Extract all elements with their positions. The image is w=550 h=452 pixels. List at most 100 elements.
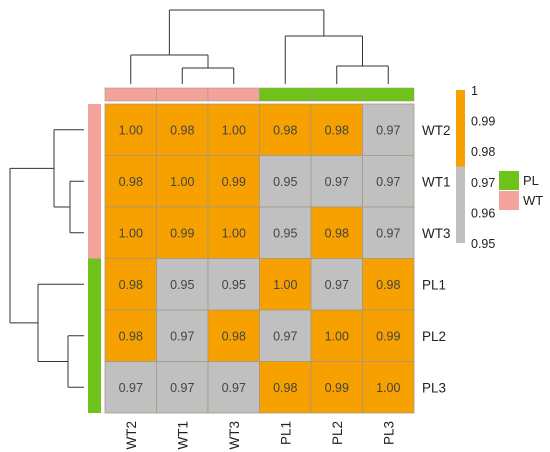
cell-value-label: 0.97 [376, 123, 400, 137]
row-label: WT3 [422, 226, 451, 241]
color-scale-tick-label: 0.98 [471, 145, 495, 159]
cell-value-label: 0.98 [376, 278, 400, 292]
heatmap-cell [259, 258, 312, 311]
color-scale-low-segment [456, 166, 465, 243]
heatmap-cell [259, 206, 312, 259]
column-label: PL3 [381, 421, 396, 445]
cell-value-label: 1.00 [376, 381, 400, 395]
cell-value-label: 0.97 [273, 329, 297, 343]
heatmap-cell [259, 309, 312, 362]
group-legend-label: WT [523, 193, 543, 208]
group-legend-swatch [499, 171, 519, 190]
heatmap-cell [156, 155, 209, 208]
cell-value-label: 0.97 [376, 226, 400, 240]
row-group-bar [88, 361, 101, 413]
heatmap-cell [362, 155, 415, 208]
cell-value-label: 0.99 [222, 175, 246, 189]
row-group-bar [88, 155, 101, 207]
cell-value-label: 0.99 [325, 381, 349, 395]
color-scale-tick-label: 0.99 [471, 115, 495, 129]
cell-value-label: 0.99 [170, 226, 194, 240]
heatmap-cell [362, 361, 415, 414]
cell-value-label: 1.00 [273, 278, 297, 292]
cell-value-label: 0.98 [325, 226, 349, 240]
heatmap-cell [310, 309, 363, 362]
heatmap-cell [310, 361, 363, 414]
cell-value-label: 0.98 [325, 123, 349, 137]
cell-value-label: 1.00 [119, 123, 143, 137]
color-scale-tick-label: 0.95 [471, 237, 495, 251]
heatmap-cell [362, 309, 415, 362]
cell-value-label: 0.97 [376, 175, 400, 189]
column-group-bar [310, 87, 363, 102]
heatmap-cell [259, 155, 312, 208]
column-label: PL1 [278, 421, 293, 445]
cell-value-label: 0.95 [170, 278, 194, 292]
group-annotation-bars [88, 87, 415, 413]
cell-value-label: 0.98 [273, 123, 297, 137]
cell-value-label: 0.95 [273, 226, 297, 240]
column-group-bar [156, 87, 209, 102]
dendrograms [9, 9, 389, 388]
column-label: WT2 [124, 421, 139, 450]
cell-value-label: 0.97 [170, 329, 194, 343]
column-group-bar [104, 87, 157, 102]
heatmap-cell [104, 103, 157, 156]
cell-value-label: 0.98 [273, 381, 297, 395]
heatmap-cell [207, 103, 260, 156]
column-label: PL2 [330, 421, 345, 445]
column-group-bar [259, 87, 312, 102]
group-legend-label: PL [523, 173, 539, 188]
cell-value-label: 0.97 [325, 278, 349, 292]
column-group-bar [207, 87, 260, 102]
cell-value-label: 1.00 [222, 123, 246, 137]
cell-value-label: 0.98 [222, 329, 246, 343]
heatmap-cell [362, 258, 415, 311]
column-label: WT3 [227, 421, 242, 450]
color-scale-tick-label: 0.97 [471, 176, 495, 190]
cell-value-label: 1.00 [119, 226, 143, 240]
cell-value-label: 0.99 [376, 329, 400, 343]
color-scale-high-segment [456, 90, 465, 167]
row-label: PL3 [422, 380, 446, 395]
row-label: PL2 [422, 329, 446, 344]
heatmap-cell [156, 258, 209, 311]
heatmap-grid: 1.00 0.98 1.00 0.98 0.98 0.97 0.98 1.00 0.99 0.95… [104, 103, 415, 414]
cell-value-label: 0.97 [222, 381, 246, 395]
cell-value-label: 0.97 [325, 175, 349, 189]
heatmap-cell [156, 206, 209, 259]
heatmap-cell [362, 206, 415, 259]
heatmap-cell [156, 103, 209, 156]
cell-value-label: 0.98 [119, 175, 143, 189]
heatmap-cell [362, 103, 415, 156]
cell-value-label: 0.98 [119, 329, 143, 343]
heatmap-cell [207, 309, 260, 362]
row-group-bar [88, 258, 101, 310]
cell-value-label: 1.00 [222, 226, 246, 240]
heatmap-cell [104, 361, 157, 414]
heatmap-cell [310, 206, 363, 259]
cell-value-label: 0.97 [170, 381, 194, 395]
row-group-bar [88, 310, 101, 362]
heatmap-cell [259, 361, 312, 414]
heatmap-cell [310, 258, 363, 311]
heatmap-cell [104, 309, 157, 362]
heatmap-cell [259, 103, 312, 156]
legends: 1 0.99 0.98 0.97 0.96 0.95 PL WT [456, 84, 543, 251]
cell-value-label: 0.95 [273, 175, 297, 189]
heatmap-cell [207, 258, 260, 311]
cell-value-label: 0.98 [170, 123, 194, 137]
cell-value-label: 0.98 [119, 278, 143, 292]
cell-value-label: 1.00 [170, 175, 194, 189]
color-scale-tick-label: 0.96 [471, 206, 495, 220]
column-group-bar [362, 87, 415, 102]
row-label: WT2 [422, 123, 451, 138]
row-group-bar [88, 104, 101, 156]
group-legend-swatch [499, 191, 519, 210]
row-label: PL1 [422, 277, 446, 292]
heatmap-cell [104, 258, 157, 311]
axis-labels: WT2 WT1 WT3 PL1 PL2 PL3 WT2 WT1 WT3 PL1 PL2 PL3 [124, 123, 451, 450]
cell-value-label: 0.97 [119, 381, 143, 395]
row-label: WT1 [422, 174, 451, 189]
